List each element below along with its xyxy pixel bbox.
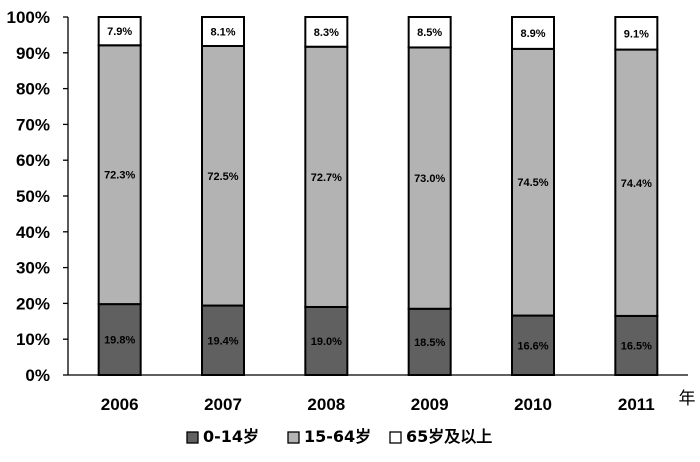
data-label: 18.5%: [414, 337, 445, 349]
legend-label: 0-14岁: [203, 427, 259, 446]
y-tick-label: 60%: [16, 151, 50, 170]
y-tick-label: 40%: [16, 223, 50, 242]
x-tick-label: 2008: [307, 395, 345, 414]
y-tick-label: 70%: [16, 115, 50, 134]
y-tick-label: 20%: [16, 294, 50, 313]
data-label: 7.9%: [107, 26, 132, 38]
x-tick-label: 2007: [204, 395, 242, 414]
bar-segment-2: [511, 47, 555, 317]
y-tick-label: 50%: [16, 187, 50, 206]
data-label: 8.5%: [417, 27, 442, 39]
x-tick-label: 2011: [618, 395, 655, 414]
bar-segment-3: [511, 16, 555, 50]
data-label: 73.0%: [414, 173, 445, 185]
data-label: 9.1%: [624, 28, 649, 40]
legend-swatch: [186, 431, 199, 444]
data-label: 74.4%: [621, 178, 652, 190]
data-label: 72.5%: [207, 171, 238, 183]
y-tick-label: 80%: [16, 80, 50, 99]
data-label: 19.8%: [104, 335, 135, 347]
data-label: 16.6%: [517, 340, 548, 352]
y-tick-label: 90%: [16, 44, 50, 63]
y-tick-label: 0%: [25, 366, 50, 385]
bar-segment-3: [304, 16, 349, 48]
y-axis: 0% 10% 20% 30% 40% 50% 60% 70% 80% 90% 100%: [7, 8, 69, 385]
data-label: 19.0%: [311, 336, 342, 348]
bar-segment-3: [201, 16, 245, 47]
data-label: 8.3%: [314, 27, 339, 39]
bar-segment-1: [407, 307, 452, 376]
bar-segment-3: [614, 16, 659, 51]
bar-segment-3: [407, 16, 452, 49]
bar-segment-2: [407, 46, 452, 310]
data-label: 8.1%: [210, 26, 235, 38]
y-tick-label: 30%: [16, 259, 50, 278]
legend-swatch: [389, 431, 402, 444]
x-axis: 年 2006 2007 2008 2009 2010 2011: [68, 374, 696, 414]
data-label: 16.5%: [621, 340, 652, 352]
bar-segment-2: [201, 44, 245, 307]
bar-segment-2: [304, 45, 349, 308]
bars: 19.8% 72.3% 7.9% 19.4% 72.5% 8.1% 19.0% 72.7% 8.…: [97, 16, 659, 377]
y-tick-label: 100%: [7, 8, 50, 27]
x-tick-label: 2006: [101, 395, 139, 414]
bar-segment-2: [614, 48, 659, 317]
data-label: 72.7%: [311, 172, 342, 184]
legend-label: 65岁及以上: [406, 427, 492, 446]
legend: 0-14岁 15-64岁 65岁及以上: [186, 427, 492, 446]
bar-segment-3: [97, 16, 142, 47]
legend-swatch: [287, 431, 300, 444]
data-label: 72.3%: [104, 170, 135, 182]
data-label: 19.4%: [207, 335, 238, 347]
x-tick-label: 2010: [514, 395, 552, 414]
bar-segment-1: [304, 305, 349, 377]
x-axis-title: 年: [679, 389, 696, 409]
x-tick-label: 2009: [411, 395, 449, 414]
data-label: 74.5%: [517, 177, 548, 189]
bar-segment-1: [614, 314, 659, 376]
legend-label: 15-64岁: [304, 427, 371, 446]
bar-segment-1: [97, 303, 142, 376]
y-tick-label: 10%: [16, 330, 50, 349]
data-label: 8.9%: [520, 28, 545, 40]
